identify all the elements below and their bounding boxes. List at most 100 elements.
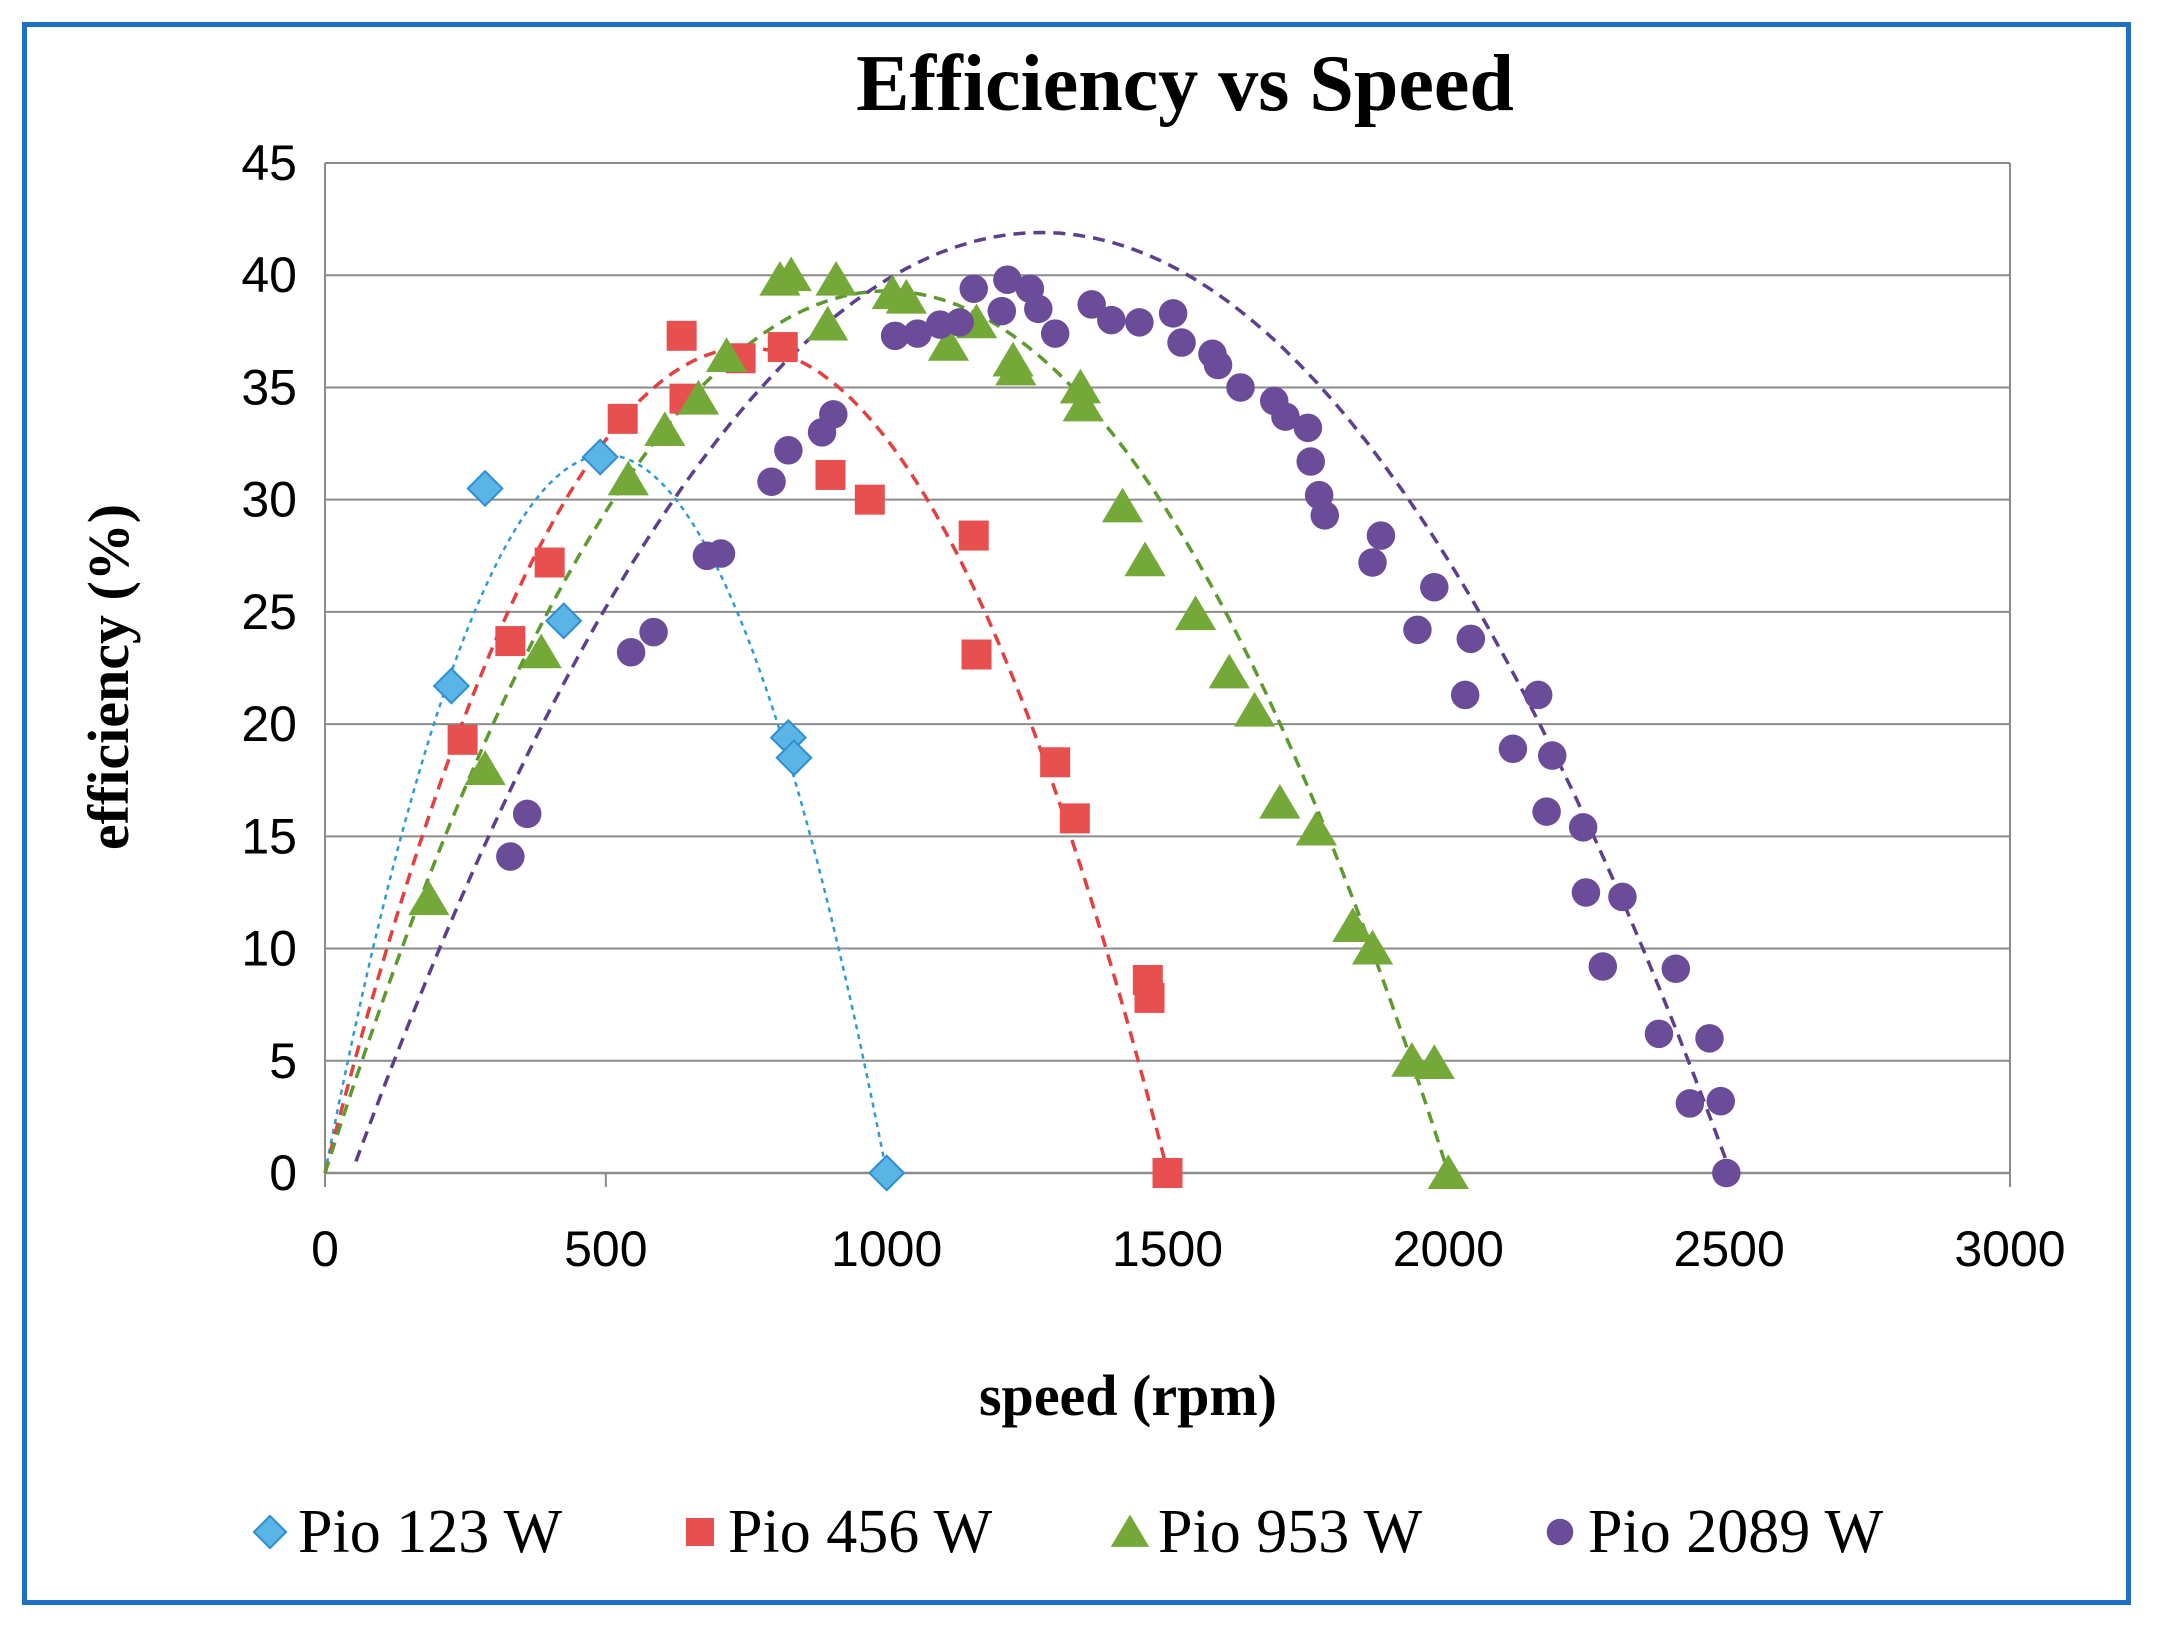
data-point-series-4 [1310, 501, 1340, 530]
x-tick-label: 1500 [1112, 1221, 1223, 1277]
data-point-series-3 [995, 350, 1037, 386]
data-point-series-2 [815, 459, 846, 490]
data-point-series-3 [770, 256, 812, 292]
data-point-series-2 [1059, 803, 1090, 834]
data-point-series-4 [1695, 1024, 1724, 1053]
legend-marker-series-2 [686, 1518, 714, 1546]
data-point-series-1 [868, 1154, 906, 1192]
data-point-series-3 [1233, 691, 1276, 727]
y-tick-label: 20 [241, 696, 297, 752]
data-point-series-2 [447, 724, 478, 755]
data-point-series-3 [1413, 1044, 1455, 1079]
data-point-series-3 [1351, 929, 1394, 965]
data-point-series-4 [959, 274, 988, 303]
x-tick-label: 0 [311, 1221, 339, 1277]
x-tick-label: 2500 [1674, 1221, 1785, 1277]
data-point-series-4 [1293, 413, 1323, 443]
trendline-series-3 [323, 289, 1450, 1174]
data-point-series-3 [1295, 810, 1337, 846]
y-tick-label: 30 [241, 472, 297, 528]
data-point-series-4 [1523, 680, 1553, 710]
data-point-series-3 [1059, 368, 1102, 404]
data-point-series-4 [945, 308, 974, 337]
data-point-series-4 [1077, 290, 1106, 319]
data-point-series-4 [903, 319, 932, 348]
legend-marker-series-3 [1110, 1514, 1150, 1547]
y-tick-label: 25 [241, 584, 297, 640]
data-point-series-4 [1661, 954, 1691, 984]
tick-labels: 0 5 10 15 20 25 30 35 40 45 0 500 1000 1500 2000 2500 30… [241, 135, 2065, 1277]
data-point-series-2 [495, 626, 526, 657]
data-point-series-4 [1271, 402, 1300, 431]
data-point-series-4 [774, 436, 803, 465]
data-point-series-3 [677, 379, 720, 415]
legend-marker-series-1 [252, 1514, 288, 1550]
data-point-series-4 [1158, 299, 1188, 328]
y-tick-label: 0 [269, 1145, 297, 1201]
data-point-series-3 [1101, 487, 1144, 523]
data-point-series-4 [993, 265, 1022, 294]
data-point-series-1 [581, 438, 619, 476]
data-point-series-4 [1568, 813, 1598, 842]
data-point-series-3 [885, 278, 927, 314]
chart-title: Efficiency vs Speed [856, 40, 1514, 128]
data-point-series-2 [767, 332, 798, 363]
data-point-series-4 [1571, 878, 1601, 907]
legend-label: Pio 953 W [1158, 1498, 1423, 1566]
data-point-series-4 [1608, 882, 1637, 912]
data-point-series-2 [1134, 982, 1165, 1013]
legend-label: Pio 2089 W [1588, 1498, 1884, 1566]
data-point-series-4 [1024, 294, 1053, 324]
data-point-series-3 [644, 411, 686, 447]
data-point-series-4 [1712, 1158, 1741, 1188]
data-point-series-3 [815, 260, 857, 296]
data-point-series-4 [819, 400, 848, 429]
y-tick-label: 45 [241, 135, 297, 191]
data-point-series-4 [1498, 734, 1528, 764]
data-point-series-4 [1588, 952, 1618, 981]
data-point-series-3 [1124, 541, 1166, 577]
legend: Pio 123 W Pio 456 W Pio 953 W Pio 2089 W [252, 1498, 1884, 1566]
data-point-series-4 [1125, 308, 1154, 337]
data-point-series-4 [757, 467, 786, 496]
data-point-series-4 [880, 321, 910, 351]
data-point-series-3 [807, 305, 849, 341]
data-point-series-2 [958, 520, 989, 551]
data-point-series-2 [1040, 747, 1071, 778]
y-tick-label: 10 [241, 921, 297, 977]
data-point-series-3 [607, 460, 649, 496]
data-point-series-3 [1062, 386, 1104, 422]
data-point-series-2 [607, 403, 638, 434]
data-point-series-4 [639, 617, 668, 647]
data-point-series-3 [408, 880, 450, 916]
data-point-series-4 [616, 638, 646, 667]
data-point-series-4 [1226, 373, 1255, 402]
data-point-series-4 [512, 799, 542, 829]
trendline-series-1 [323, 453, 888, 1174]
trendline-series-4 [354, 230, 1731, 1170]
data-point-series-4 [1097, 305, 1126, 335]
y-tick-label: 35 [241, 359, 297, 415]
y-axis-label: efficiency (%) [76, 504, 141, 850]
data-point-series-2 [534, 547, 565, 578]
data-point-series-4 [1537, 741, 1567, 770]
data-point-series-4 [1167, 328, 1196, 357]
y-tick-label: 15 [241, 808, 297, 864]
data-point-series-3 [705, 337, 748, 372]
data-point-series-4 [1706, 1086, 1735, 1116]
data-point-series-4 [1040, 319, 1070, 348]
y-tick-label: 5 [269, 1033, 297, 1089]
data-point-series-2 [1152, 1158, 1183, 1188]
legend-label: Pio 456 W [728, 1498, 993, 1566]
legend-item: Pio 953 W [1110, 1498, 1423, 1566]
data-point-series-4 [1456, 624, 1486, 654]
data-point-series-4 [987, 296, 1017, 326]
x-tick-label: 3000 [1954, 1221, 2065, 1277]
data-point-series-4 [706, 539, 736, 568]
data-point-series-3 [1208, 653, 1250, 689]
data-point-series-3 [927, 326, 970, 361]
data-point-series-4 [1450, 680, 1480, 710]
data-point-series-1 [545, 602, 583, 640]
data-point-series-4 [1403, 615, 1432, 645]
